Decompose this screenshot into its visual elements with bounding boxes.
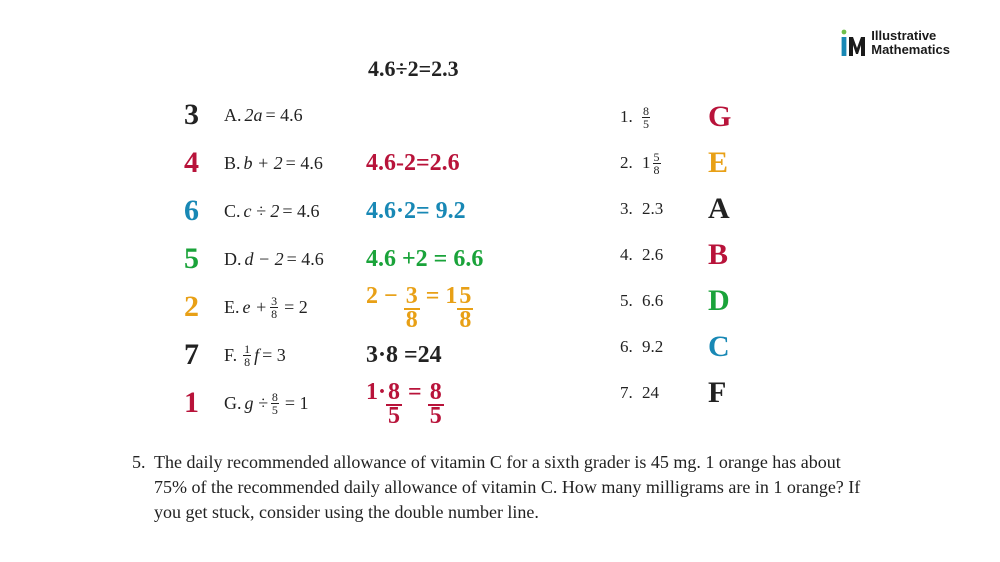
answer-row: 5.6.6 D xyxy=(620,284,840,318)
answer-number: 3. xyxy=(620,199,642,219)
match-number: 4 xyxy=(184,148,220,178)
printed-equation: F. 18f = 3 xyxy=(224,343,354,368)
equation-row: 3A. 2a = 4.6 xyxy=(184,96,624,134)
handwritten-work: 4.6·2= 9.2 xyxy=(366,198,466,225)
question-number: 5. xyxy=(132,450,154,526)
match-number: 6 xyxy=(184,196,220,226)
equations-column: 3A. 2a = 4.6 4B. b + 2 = 4.6 4.6-2=2.6 6C. … xyxy=(184,96,624,432)
match-number: 5 xyxy=(184,244,220,274)
question-text: The daily recommended allowance of vitam… xyxy=(154,450,872,526)
answer-value: 2.6 xyxy=(642,245,700,265)
equation-row: 7F. 18f = 3 3·8 =24 xyxy=(184,336,624,374)
equation-row: 1G. g ÷ 85 = 11·85 = 85 xyxy=(184,384,624,422)
answer-row: 7.24 F xyxy=(620,376,840,410)
handwritten-work: 2 − 38 = 158 xyxy=(366,283,473,331)
answers-column: 1.85 G 2.158 E 3.2.3 A 4.2.6 B 5.6.6 D 6.9.2 C 7.24 F xyxy=(620,100,840,422)
answer-value: 24 xyxy=(642,383,700,403)
answer-number: 6. xyxy=(620,337,642,357)
equation-row: 2E. e + 38 = 22 − 38 = 158 xyxy=(184,288,624,326)
answer-letter: F xyxy=(708,378,726,408)
answer-number: 1. xyxy=(620,107,642,127)
printed-equation: B. b + 2 = 4.6 xyxy=(224,153,354,174)
answer-number: 4. xyxy=(620,245,642,265)
answer-letter: A xyxy=(708,194,730,224)
answer-value: 6.6 xyxy=(642,291,700,311)
printed-equation: E. e + 38 = 2 xyxy=(224,295,354,320)
handwritten-work: 4.6 +2 = 6.6 xyxy=(366,246,483,273)
answer-row: 2.158 E xyxy=(620,146,840,180)
printed-equation: C. c ÷ 2 = 4.6 xyxy=(224,201,354,222)
answer-letter: D xyxy=(708,286,730,316)
match-number: 2 xyxy=(184,292,220,322)
equation-row: 5D. d − 2 = 4.6 4.6 +2 = 6.6 xyxy=(184,240,624,278)
word-problem: 5. The daily recommended allowance of vi… xyxy=(132,450,872,526)
handwritten-work: 1·85 = 85 xyxy=(366,379,444,427)
top-equation: 4.6÷2=2.3 xyxy=(368,56,459,82)
answer-row: 6.9.2 C xyxy=(620,330,840,364)
handwritten-work: 4.6-2=2.6 xyxy=(366,150,460,177)
answer-row: 3.2.3 A xyxy=(620,192,840,226)
equation-row: 6C. c ÷ 2 = 4.6 4.6·2= 9.2 xyxy=(184,192,624,230)
answer-row: 1.85 G xyxy=(620,100,840,134)
match-number: 1 xyxy=(184,388,220,418)
logo-text: Illustrative Mathematics xyxy=(871,29,950,56)
match-number: 3 xyxy=(184,100,220,130)
answer-letter: C xyxy=(708,332,730,362)
answer-row: 4.2.6 B xyxy=(620,238,840,272)
answer-value: 2.3 xyxy=(642,199,700,219)
logo: Illustrative Mathematics xyxy=(839,28,950,58)
match-number: 7 xyxy=(184,340,220,370)
logo-icon xyxy=(839,28,865,58)
answer-number: 2. xyxy=(620,153,642,173)
printed-equation: D. d − 2 = 4.6 xyxy=(224,249,354,270)
answer-letter: G xyxy=(708,102,731,132)
logo-line-1: Illustrative xyxy=(871,29,950,43)
logo-line-2: Mathematics xyxy=(871,43,950,57)
answer-value: 9.2 xyxy=(642,337,700,357)
answer-value: 85 xyxy=(642,105,700,130)
answer-number: 5. xyxy=(620,291,642,311)
answer-number: 7. xyxy=(620,383,642,403)
printed-equation: A. 2a = 4.6 xyxy=(224,105,354,126)
equation-row: 4B. b + 2 = 4.6 4.6-2=2.6 xyxy=(184,144,624,182)
answer-value: 158 xyxy=(642,151,700,176)
answer-letter: B xyxy=(708,240,728,270)
handwritten-work: 3·8 =24 xyxy=(366,342,442,369)
answer-letter: E xyxy=(708,148,728,178)
printed-equation: G. g ÷ 85 = 1 xyxy=(224,391,354,416)
